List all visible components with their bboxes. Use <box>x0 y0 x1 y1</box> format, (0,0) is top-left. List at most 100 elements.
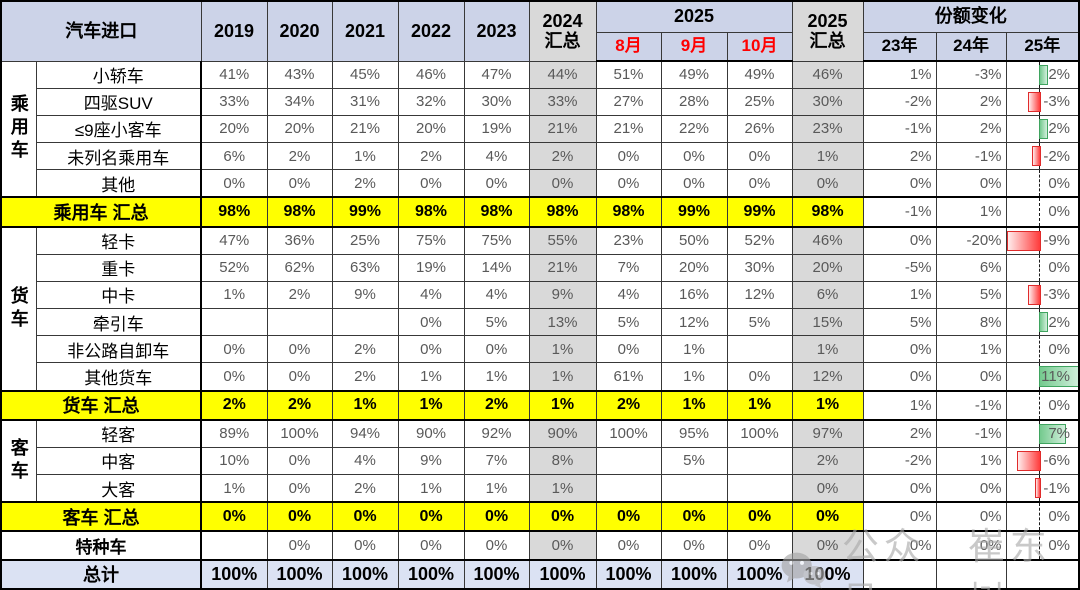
value-cell: 0% <box>791 501 864 533</box>
value-cell: 7% <box>595 253 662 282</box>
value-cell <box>726 446 793 476</box>
value-cell: 27% <box>595 87 662 116</box>
share-change-value: 0% <box>1048 396 1071 414</box>
row-label: 中卡 <box>35 280 202 310</box>
table-row: 中客 10% 0% 4% 9% 7% 8% 5% 2% -2% 1% -6% <box>1 446 1080 476</box>
value-cell: 0% <box>331 501 399 533</box>
value-cell: 1% <box>791 141 864 171</box>
header-row-2: 8月 9月 10月 23年 24年 25年 <box>1 31 1080 62</box>
value-cell: 0% <box>200 169 268 198</box>
value-cell <box>660 474 728 503</box>
value-cell: 0% <box>397 530 465 561</box>
share-bar-positive <box>1038 65 1048 85</box>
value-cell: 100% <box>331 558 399 590</box>
value-cell: 33% <box>528 87 597 116</box>
share-change-bar-cell: 2% <box>1005 308 1080 337</box>
share-change-cell: 0% <box>935 530 1007 561</box>
value-cell: 0% <box>200 501 268 533</box>
value-cell: 0% <box>726 362 793 391</box>
value-cell: 98% <box>397 196 465 228</box>
value-cell: 2% <box>595 389 662 421</box>
value-cell: 100% <box>200 558 268 590</box>
value-cell <box>726 474 793 503</box>
value-cell: 0% <box>660 141 728 171</box>
value-cell <box>595 446 662 476</box>
value-cell: 75% <box>397 226 465 255</box>
value-cell: 20% <box>660 253 728 282</box>
value-cell: 100% <box>791 558 864 590</box>
share-change-cell: 1% <box>935 335 1007 364</box>
table-row: 其他货车 0% 0% 2% 1% 1% 1% 61% 1% 0% 12% 0% 0% 11% <box>1 362 1080 391</box>
table-row: 货车 汇总 2% 2% 1% 1% 2% 1% 2% 1% 1% 1% 1% -1% 0% <box>0 389 1080 421</box>
table-row: 四驱SUV 33% 34% 31% 32% 30% 33% 27% 28% 25% 30% -2% 2%… <box>1 87 1080 116</box>
value-cell: 62% <box>266 253 333 282</box>
share-change-cell: 0% <box>935 474 1007 503</box>
value-cell: 89% <box>200 419 268 448</box>
value-cell <box>726 335 793 364</box>
value-cell: 0% <box>397 501 465 533</box>
value-cell: 9% <box>331 280 399 310</box>
table-row: 非公路自卸车 0% 0% 2% 0% 0% 1% 0% 1% 1% 0% 1% 0% <box>1 335 1080 364</box>
value-cell: 8% <box>528 446 597 476</box>
col-header-month: 9月 <box>660 31 728 62</box>
share-change-bar-cell <box>1005 558 1080 590</box>
table-row: ≤9座小客车 20% 20% 21% 20% 19% 21% 21% 22% 26% 23% -1% 2… <box>1 114 1080 143</box>
value-cell: 49% <box>660 60 728 89</box>
col-header-share-year: 25年 <box>1005 31 1080 62</box>
share-change-value: 0% <box>1048 537 1071 555</box>
share-change-cell <box>935 558 1007 590</box>
value-cell: 1% <box>660 362 728 391</box>
value-cell: 0% <box>463 501 530 533</box>
group-label: 货车 <box>8 285 29 332</box>
value-cell: 4% <box>331 446 399 476</box>
share-change-cell: 0% <box>862 335 937 364</box>
value-cell: 75% <box>463 226 530 255</box>
value-cell: 1% <box>528 474 597 503</box>
value-cell: 47% <box>200 226 268 255</box>
value-cell: 97% <box>791 419 864 448</box>
value-cell: 0% <box>397 335 465 364</box>
share-bar-positive <box>1038 366 1079 387</box>
share-change-cell: 5% <box>862 308 937 337</box>
share-change-cell: 1% <box>862 280 937 310</box>
table-row: 特种车 0% 0% 0% 0% 0% 0% 0% 0% 0% 0% 0% 0% <box>0 530 1080 561</box>
value-cell: 51% <box>595 60 662 89</box>
summary-row-label: 货车 汇总 <box>0 389 202 421</box>
table-row: 总计 100% 100% 100% 100% 100% 100% 100% 100% 100% 10… <box>0 558 1080 590</box>
value-cell: 0% <box>463 335 530 364</box>
value-cell: 41% <box>200 60 268 89</box>
share-bar-negative <box>1031 145 1041 167</box>
value-cell: 20% <box>266 114 333 143</box>
value-cell: 0% <box>463 530 530 561</box>
share-change-value: 7% <box>1048 425 1071 443</box>
share-change-cell: -1% <box>935 141 1007 171</box>
value-cell: 5% <box>660 446 728 476</box>
share-change-cell: 0% <box>935 362 1007 391</box>
col-header-2025-total: 2025 汇总 <box>791 0 864 62</box>
value-cell: 0% <box>528 169 597 198</box>
value-cell <box>266 308 333 337</box>
value-cell: 0% <box>595 335 662 364</box>
share-change-value: -3% <box>1043 93 1071 111</box>
row-label: 小轿车 <box>35 60 202 89</box>
table-header: 汽车进口 2019 2020 2021 2022 2023 2024 汇总 2025 2025 汇总… <box>0 0 1080 62</box>
row-label: 其他 <box>35 169 202 198</box>
value-cell: 100% <box>463 558 530 590</box>
col-header-share-year: 23年 <box>862 31 937 62</box>
value-cell: 20% <box>397 114 465 143</box>
share-change-value: 0% <box>1048 174 1071 192</box>
share-change-cell: -1% <box>935 419 1007 448</box>
share-change-bar-cell: -1% <box>1005 474 1080 503</box>
value-cell: 0% <box>595 169 662 198</box>
summary-row-label: 客车 汇总 <box>0 501 202 533</box>
col-header-2024-total: 2024 汇总 <box>528 0 597 62</box>
value-cell: 0% <box>266 474 333 503</box>
header-row-1: 汽车进口 2019 2020 2021 2022 2023 2024 汇总 2025 2025 汇总… <box>0 0 1080 62</box>
share-change-cell: 1% <box>935 196 1007 228</box>
group-label-cell: 客车 <box>0 419 37 503</box>
value-cell: 52% <box>200 253 268 282</box>
value-cell: 30% <box>726 253 793 282</box>
share-change-cell: -3% <box>935 60 1007 89</box>
value-cell: 0% <box>266 169 333 198</box>
